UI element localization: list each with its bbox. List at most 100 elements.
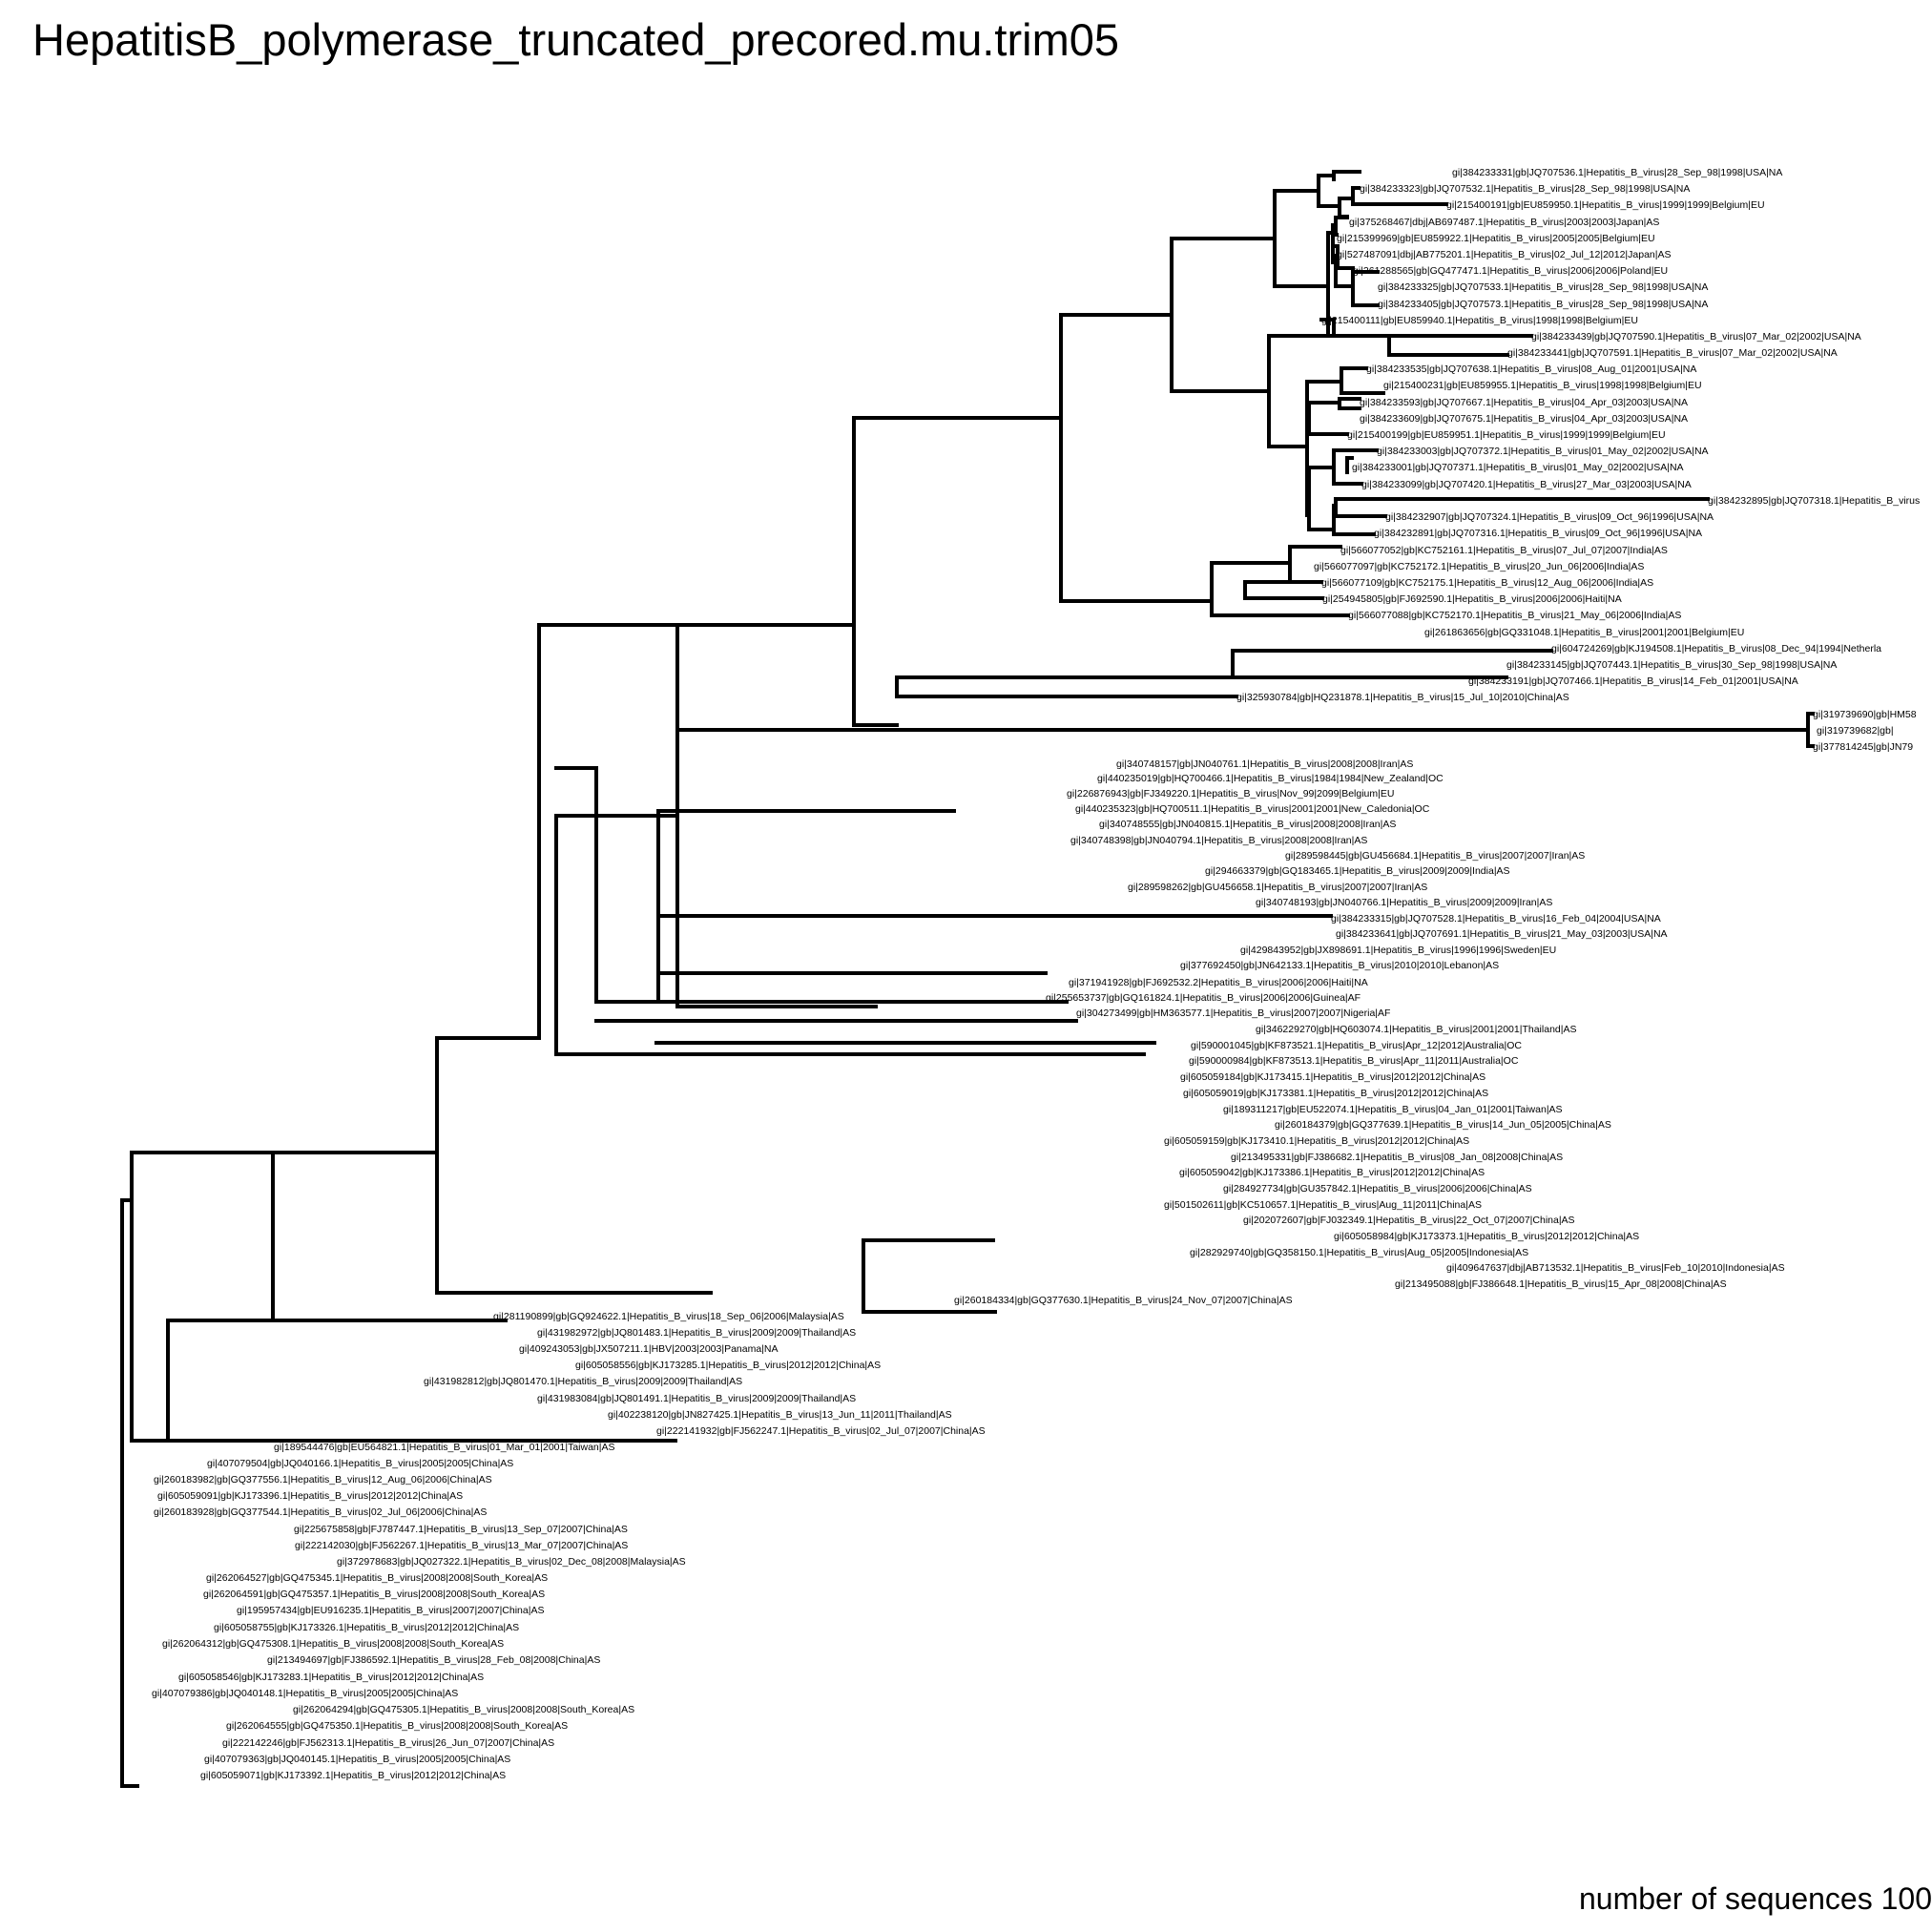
tip-label: gi|384233535|gb|JQ707638.1|Hepatitis_B_v… (1366, 364, 1696, 375)
tip-label: gi|384233441|gb|JQ707591.1|Hepatitis_B_v… (1507, 347, 1838, 359)
tip-label: gi|566077097|gb|KC752172.1|Hepatitis_B_v… (1314, 561, 1644, 572)
tip-label: gi|255653737|gb|GQ161824.1|Hepatitis_B_v… (1046, 992, 1361, 1004)
tip-label: gi|375268467|dbj|AB697487.1|Hepatitis_B_… (1349, 217, 1659, 228)
tip-label: gi|384233439|gb|JQ707590.1|Hepatitis_B_v… (1531, 331, 1861, 343)
tip-label: gi|566077088|gb|KC752170.1|Hepatitis_B_v… (1348, 610, 1681, 621)
tip-label: gi|340748555|gb|JN040815.1|Hepatitis_B_v… (1099, 819, 1396, 830)
tip-label: gi|260183928|gb|GQ377544.1|Hepatitis_B_v… (154, 1506, 487, 1518)
tip-label: gi|377814245|gb|JN79 (1813, 741, 1913, 753)
tip-label: gi|407079363|gb|JQ040145.1|Hepatitis_B_v… (204, 1754, 510, 1765)
tip-label: gi|384232907|gb|JQ707324.1|Hepatitis_B_v… (1385, 511, 1714, 523)
tip-label: gi|384233001|gb|JQ707371.1|Hepatitis_B_v… (1352, 462, 1684, 473)
tip-label: gi|440235019|gb|HQ700466.1|Hepatitis_B_v… (1097, 773, 1444, 784)
tip-label: gi|284927734|gb|GU357842.1|Hepatitis_B_v… (1223, 1183, 1532, 1195)
tip-label: gi|222142030|gb|FJ562267.1|Hepatitis_B_v… (295, 1540, 628, 1551)
tip-label: gi|384233609|gb|JQ707675.1|Hepatitis_B_v… (1360, 413, 1688, 425)
tip-label: gi|281190899|gb|GQ924622.1|Hepatitis_B_v… (493, 1311, 844, 1322)
tip-label: gi|282929740|gb|GQ358150.1|Hepatitis_B_v… (1190, 1247, 1528, 1258)
tip-label: gi|213494697|gb|FJ386592.1|Hepatitis_B_v… (267, 1654, 600, 1666)
tip-label: gi|384233191|gb|JQ707466.1|Hepatitis_B_v… (1468, 675, 1798, 687)
tip-label: gi|605059159|gb|KJ173410.1|Hepatitis_B_v… (1164, 1135, 1469, 1147)
figure-title: HepatitisB_polymerase_truncated_precored… (32, 14, 1120, 65)
tip-label: gi|566077052|gb|KC752161.1|Hepatitis_B_v… (1340, 545, 1668, 556)
tip-label: gi|225675858|gb|FJ787447.1|Hepatitis_B_v… (294, 1524, 628, 1535)
tip-label: gi|340748193|gb|JN040766.1|Hepatitis_B_v… (1256, 897, 1552, 908)
tip-label: gi|605058556|gb|KJ173285.1|Hepatitis_B_v… (575, 1360, 881, 1371)
tip-label: gi|262064555|gb|GQ475350.1|Hepatitis_B_v… (226, 1720, 568, 1732)
tip-label: gi|384233641|gb|JQ707691.1|Hepatitis_B_v… (1336, 928, 1668, 940)
tip-label: gi|189544476|gb|EU564821.1|Hepatitis_B_v… (274, 1442, 614, 1453)
tip-label: gi|605059019|gb|KJ173381.1|Hepatitis_B_v… (1183, 1088, 1488, 1099)
tip-label: gi|407079504|gb|JQ040166.1|Hepatitis_B_v… (207, 1458, 513, 1469)
tip-label: gi|226876943|gb|FJ349220.1|Hepatitis_B_v… (1067, 788, 1394, 800)
tip-label: gi|384233315|gb|JQ707528.1|Hepatitis_B_v… (1331, 913, 1661, 924)
tip-label: gi|431982972|gb|JQ801483.1|Hepatitis_B_v… (537, 1327, 856, 1339)
tip-label: gi|407079386|gb|JQ040148.1|Hepatitis_B_v… (152, 1688, 458, 1699)
tip-label: gi|215400111|gb|EU859940.1|Hepatitis_B_v… (1321, 315, 1638, 326)
tip-label: gi|262064591|gb|GQ475357.1|Hepatitis_B_v… (203, 1589, 545, 1600)
tip-label: gi|384233323|gb|JQ707532.1|Hepatitis_B_v… (1360, 183, 1690, 195)
tip-label: gi|605059184|gb|KJ173415.1|Hepatitis_B_v… (1180, 1071, 1485, 1083)
tip-label: gi|289598445|gb|GU456684.1|Hepatitis_B_v… (1285, 850, 1585, 862)
tip-label: gi|195957434|gb|EU916235.1|Hepatitis_B_v… (237, 1605, 544, 1616)
tip-label: gi|605059091|gb|KJ173396.1|Hepatitis_B_v… (157, 1490, 463, 1502)
tip-label: gi|377692450|gb|JN642133.1|Hepatitis_B_v… (1180, 960, 1499, 971)
tip-label: gi|431983084|gb|JQ801491.1|Hepatitis_B_v… (537, 1393, 856, 1404)
tip-label: gi|566077109|gb|KC752175.1|Hepatitis_B_v… (1321, 577, 1653, 589)
tip-label: gi|409647637|dbj|AB713532.1|Hepatitis_B_… (1446, 1262, 1785, 1274)
tip-label: gi|319739690|gb|HM58 (1813, 709, 1917, 720)
tip-label: gi|409243053|gb|JX507211.1|HBV|2003|2003… (519, 1343, 779, 1355)
tip-label: gi|213495088|gb|FJ386648.1|Hepatitis_B_v… (1395, 1278, 1727, 1290)
tip-label: gi|384232891|gb|JQ707316.1|Hepatitis_B_v… (1374, 528, 1702, 539)
tip-label: gi|384233145|gb|JQ707443.1|Hepatitis_B_v… (1506, 659, 1837, 671)
tip-label: gi|260184379|gb|GQ377639.1|Hepatitis_B_v… (1275, 1119, 1611, 1131)
tip-label: gi|222142246|gb|FJ562313.1|Hepatitis_B_v… (222, 1737, 554, 1749)
tip-label: gi|319739682|gb| (1817, 725, 1894, 737)
tip-label: gi|590000984|gb|KF873513.1|Hepatitis_B_v… (1189, 1055, 1519, 1067)
tip-label: gi|304273499|gb|HM363577.1|Hepatitis_B_v… (1076, 1008, 1390, 1019)
tip-label: gi|384233593|gb|JQ707667.1|Hepatitis_B_v… (1360, 397, 1688, 408)
tip-label: gi|605058984|gb|KJ173373.1|Hepatitis_B_v… (1334, 1231, 1639, 1242)
tip-label: gi|254945805|gb|FJ692590.1|Hepatitis_B_v… (1322, 593, 1622, 605)
tip-label: gi|325930784|gb|HQ231878.1|Hepatitis_B_v… (1236, 692, 1569, 703)
tree-branches (120, 170, 1815, 1788)
tip-label: gi|215399969|gb|EU859922.1|Hepatitis_B_v… (1337, 233, 1655, 244)
tip-label: gi|289598262|gb|GU456658.1|Hepatitis_B_v… (1128, 882, 1427, 893)
tip-label: gi|189311217|gb|EU522074.1|Hepatitis_B_v… (1223, 1104, 1563, 1115)
tip-label: gi|605058546|gb|KJ173283.1|Hepatitis_B_v… (178, 1672, 484, 1683)
tip-label: gi|262064294|gb|GQ475305.1|Hepatitis_B_v… (293, 1704, 634, 1715)
tip-label: gi|213495331|gb|FJ386682.1|Hepatitis_B_v… (1231, 1152, 1563, 1163)
tip-labels: gi|384233331|gb|JQ707536.1|Hepatitis_B_v… (152, 167, 1920, 1781)
tip-label: gi|261863656|gb|GQ331048.1|Hepatitis_B_v… (1424, 627, 1744, 638)
tip-label: gi|340748157|gb|JN040761.1|Hepatitis_B_v… (1116, 758, 1413, 770)
tip-label: gi|215400191|gb|EU859950.1|Hepatitis_B_v… (1446, 199, 1765, 211)
tip-label: gi|384233099|gb|JQ707420.1|Hepatitis_B_v… (1361, 479, 1692, 490)
sequence-count-note: number of sequences 100 (1578, 1881, 1932, 1916)
tip-label: gi|262064527|gb|GQ475345.1|Hepatitis_B_v… (206, 1572, 548, 1584)
tip-label: gi|215400199|gb|EU859951.1|Hepatitis_B_v… (1347, 429, 1666, 441)
tip-label: gi|605059071|gb|KJ173392.1|Hepatitis_B_v… (200, 1770, 506, 1781)
tip-label: gi|202072607|gb|FJ032349.1|Hepatitis_B_v… (1243, 1215, 1575, 1226)
tip-label: gi|222141932|gb|FJ562247.1|Hepatitis_B_v… (656, 1425, 986, 1437)
tip-label: gi|501502611|gb|KC510657.1|Hepatitis_B_v… (1164, 1199, 1482, 1211)
tip-label: gi|605059042|gb|KJ173386.1|Hepatitis_B_v… (1179, 1167, 1485, 1178)
tip-label: gi|372978683|gb|JQ027322.1|Hepatitis_B_v… (337, 1556, 686, 1568)
tip-label: gi|527487091|dbj|AB775201.1|Hepatitis_B_… (1337, 249, 1672, 260)
tip-label: gi|590001045|gb|KF873521.1|Hepatitis_B_v… (1191, 1040, 1522, 1051)
tip-label: gi|260184334|gb|GQ377630.1|Hepatitis_B_v… (954, 1295, 1293, 1306)
tip-label: gi|262064312|gb|GQ475308.1|Hepatitis_B_v… (162, 1638, 504, 1650)
tip-label: gi|384233331|gb|JQ707536.1|Hepatitis_B_v… (1452, 167, 1782, 178)
tip-label: gi|340748398|gb|JN040794.1|Hepatitis_B_v… (1070, 835, 1367, 846)
tip-label: gi|346229270|gb|HQ603074.1|Hepatitis_B_v… (1256, 1024, 1576, 1035)
tip-label: gi|261288565|gb|GQ477471.1|Hepatitis_B_v… (1353, 265, 1668, 277)
tip-label: gi|215400231|gb|EU859955.1|Hepatitis_B_v… (1383, 380, 1702, 391)
tip-label: gi|384233325|gb|JQ707533.1|Hepatitis_B_v… (1378, 281, 1708, 293)
tip-label: gi|402238120|gb|JN827425.1|Hepatitis_B_v… (608, 1409, 952, 1421)
tip-label: gi|604724269|gb|KJ194508.1|Hepatitis_B_v… (1551, 643, 1881, 654)
tip-label: gi|605058755|gb|KJ173326.1|Hepatitis_B_v… (214, 1622, 519, 1633)
tip-label: gi|440235323|gb|HQ700511.1|Hepatitis_B_v… (1075, 803, 1430, 815)
tip-label: gi|384233405|gb|JQ707573.1|Hepatitis_B_v… (1378, 299, 1708, 310)
tip-label: gi|431982812|gb|JQ801470.1|Hepatitis_B_v… (424, 1376, 742, 1387)
